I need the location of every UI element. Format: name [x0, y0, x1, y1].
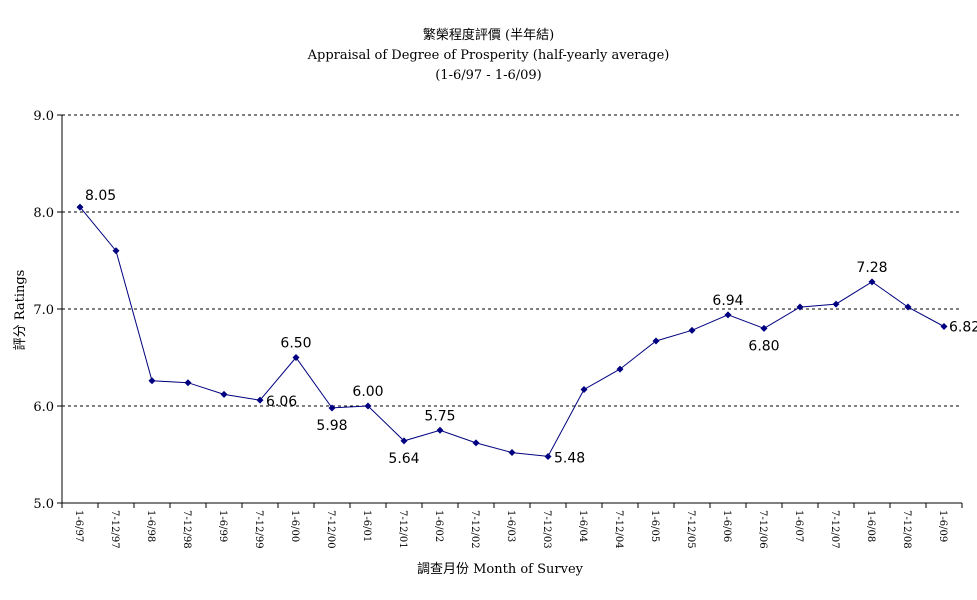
- data-point: [904, 303, 912, 311]
- chart-title: 繁榮程度評價 (半年結): [422, 28, 555, 43]
- x-tick-label: 1-6/97: [73, 510, 84, 542]
- data-point: [508, 449, 516, 457]
- x-tick-label: 7-12/04: [613, 510, 624, 549]
- x-tick-label: 1-6/03: [505, 510, 516, 542]
- data-point: [364, 402, 372, 410]
- data-label: 6.00: [352, 384, 383, 400]
- data-label: 6.82: [949, 319, 977, 335]
- x-tick-label: 7-12/06: [757, 510, 768, 549]
- data-point: [184, 379, 192, 387]
- data-label: 5.75: [424, 408, 455, 424]
- x-tick-label: 1-6/09: [937, 510, 948, 542]
- data-point: [472, 439, 480, 447]
- data-label: 5.48: [554, 450, 585, 466]
- series-line: [79, 206, 945, 457]
- data-point: [76, 203, 84, 211]
- x-tick-label: 1-6/07: [793, 510, 804, 542]
- data-point: [832, 300, 840, 308]
- x-tick-label: 7-12/05: [685, 510, 696, 549]
- data-label: 6.94: [712, 293, 743, 309]
- data-point: [796, 303, 804, 311]
- data-point: [256, 396, 264, 404]
- x-tick-label: 1-6/00: [289, 510, 300, 542]
- data-point: [580, 386, 588, 394]
- gridlines: [62, 114, 962, 407]
- x-tick-label: 7-12/99: [253, 510, 264, 549]
- data-label: 5.98: [316, 418, 347, 434]
- x-tick-label: 7-12/97: [109, 510, 120, 549]
- y-tick-label: 6.0: [33, 400, 54, 415]
- data-point: [436, 426, 444, 434]
- data-point: [940, 322, 948, 330]
- data-label: 6.06: [266, 394, 297, 410]
- y-tick-label: 9.0: [33, 109, 54, 124]
- x-tick-label: 1-6/02: [433, 510, 444, 542]
- x-tick-label: 1-6/04: [577, 510, 588, 542]
- data-label: 8.05: [85, 188, 116, 204]
- x-axis-title: 調查月份 Month of Survey: [417, 562, 584, 577]
- x-tick-label: 1-6/01: [361, 510, 372, 542]
- x-tick-label: 7-12/03: [541, 510, 552, 549]
- x-tick-label: 1-6/06: [721, 510, 732, 542]
- x-tick-label: 7-12/01: [397, 510, 408, 549]
- y-tick-label: 7.0: [33, 303, 54, 318]
- data-point: [112, 247, 120, 255]
- data-point: [724, 311, 732, 319]
- data-labels: 8.05 6.06 6.50 5.98 6.00 5.64 5.75 5.48 6.94 6.80…: [85, 188, 977, 467]
- chart-subtitle: Appraisal of Degree of Prosperity (half-…: [307, 48, 670, 63]
- data-point: [220, 390, 228, 398]
- y-axis-title: 評分 Ratings: [13, 270, 28, 351]
- data-point: [292, 354, 300, 361]
- y-tick-label: 8.0: [33, 206, 54, 221]
- data-label: 6.50: [280, 336, 311, 352]
- data-point: [688, 326, 696, 334]
- x-tick-label: 7-12/02: [469, 510, 480, 549]
- data-point: [328, 404, 336, 412]
- x-tick-label: 7-12/98: [181, 510, 192, 549]
- x-tick-label: 7-12/00: [325, 510, 336, 549]
- data-label: 5.64: [388, 451, 419, 467]
- series-markers: [76, 203, 948, 460]
- chart-titles: 繁榮程度評價 (半年結) Appraisal of Degree of Pros…: [0, 26, 977, 86]
- x-tick-labels: 1-6/97 7-12/97 1-6/98 7-12/98 1-6/99 7-12/99 1…: [61, 503, 963, 549]
- data-label: 6.80: [748, 338, 779, 354]
- x-tick-label: 1-6/08: [865, 510, 876, 542]
- data-point: [544, 452, 552, 460]
- data-point: [868, 278, 876, 286]
- data-point: [400, 437, 408, 445]
- y-tick-labels: 5.0 6.0 7.0 8.0 9.0: [33, 109, 62, 512]
- data-label: 7.28: [856, 260, 887, 276]
- x-tick-label: 7-12/07: [829, 510, 840, 549]
- data-point: [616, 365, 624, 373]
- data-point: [148, 377, 156, 385]
- data-point: [760, 324, 768, 332]
- x-tick-label: 1-6/99: [217, 510, 228, 542]
- y-tick-label: 5.0: [33, 497, 54, 512]
- x-tick-label: 7-12/08: [901, 510, 912, 549]
- x-tick-label: 1-6/05: [649, 510, 660, 542]
- chart-period: (1-6/97 - 1-6/09): [435, 68, 542, 83]
- x-tick-label: 1-6/98: [145, 510, 156, 542]
- data-point: [652, 337, 660, 345]
